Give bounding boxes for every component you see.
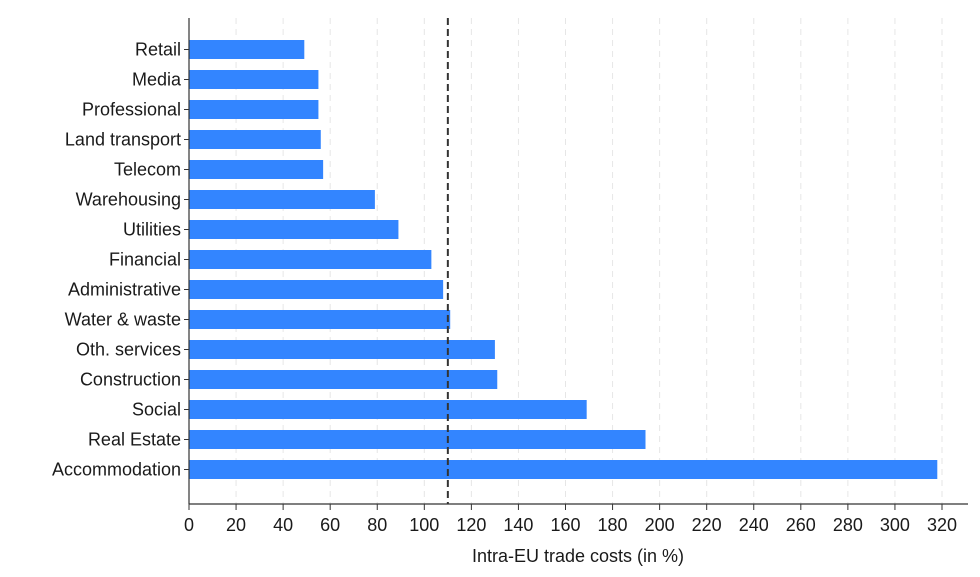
bar-construction — [189, 370, 498, 389]
category-label: Professional — [82, 100, 181, 120]
bar-utilities — [189, 220, 399, 239]
bar-media — [189, 70, 319, 89]
x-tick-label: 60 — [320, 515, 340, 535]
bar-telecom — [189, 160, 324, 179]
category-label: Real Estate — [88, 430, 181, 450]
x-tick-label: 300 — [880, 515, 910, 535]
bar-oth-services — [189, 340, 495, 359]
bar-administrative — [189, 280, 444, 299]
category-label: Administrative — [68, 280, 181, 300]
x-tick-label: 320 — [927, 515, 957, 535]
x-tick-label: 80 — [367, 515, 387, 535]
bar-real-estate — [189, 430, 646, 449]
x-tick-label: 40 — [273, 515, 293, 535]
category-label: Land transport — [65, 130, 181, 150]
bar-social — [189, 400, 587, 419]
x-tick-label: 0 — [184, 515, 194, 535]
category-label: Accommodation — [52, 460, 181, 480]
axes — [184, 18, 968, 510]
x-tick-label: 280 — [833, 515, 863, 535]
category-label: Retail — [135, 40, 181, 60]
category-label: Oth. services — [76, 340, 181, 360]
x-tick-label: 140 — [503, 515, 533, 535]
x-tick-label: 100 — [409, 515, 439, 535]
category-label: Telecom — [114, 160, 181, 180]
x-tick-label: 260 — [786, 515, 816, 535]
x-tick-label: 120 — [456, 515, 486, 535]
bars — [189, 40, 938, 479]
x-tick-label: 160 — [550, 515, 580, 535]
x-tick-label: 240 — [739, 515, 769, 535]
bar-financial — [189, 250, 432, 269]
x-tick-label: 180 — [598, 515, 628, 535]
category-label: Water & waste — [65, 310, 181, 330]
x-tick-label: 200 — [645, 515, 675, 535]
x-tick-label: 220 — [692, 515, 722, 535]
bar-warehousing — [189, 190, 375, 209]
category-labels: Retail Media Professional Land transport Tel… — [52, 40, 182, 480]
x-tick-labels: 0 20 40 60 80 100 120 140 160 180 200 220 240 260 280 3… — [184, 515, 957, 535]
x-tick-label: 20 — [226, 515, 246, 535]
bar-accommodation — [189, 460, 938, 479]
category-label: Social — [132, 400, 181, 420]
category-label: Utilities — [123, 220, 181, 240]
bar-land-transport — [189, 130, 321, 149]
category-label: Construction — [80, 370, 181, 390]
bar-professional — [189, 100, 319, 119]
category-label: Warehousing — [76, 190, 181, 210]
bar-retail — [189, 40, 305, 59]
bar-water-waste — [189, 310, 451, 329]
category-label: Media — [132, 70, 182, 90]
category-label: Financial — [109, 250, 181, 270]
x-axis-title: Intra-EU trade costs (in %) — [472, 546, 684, 566]
